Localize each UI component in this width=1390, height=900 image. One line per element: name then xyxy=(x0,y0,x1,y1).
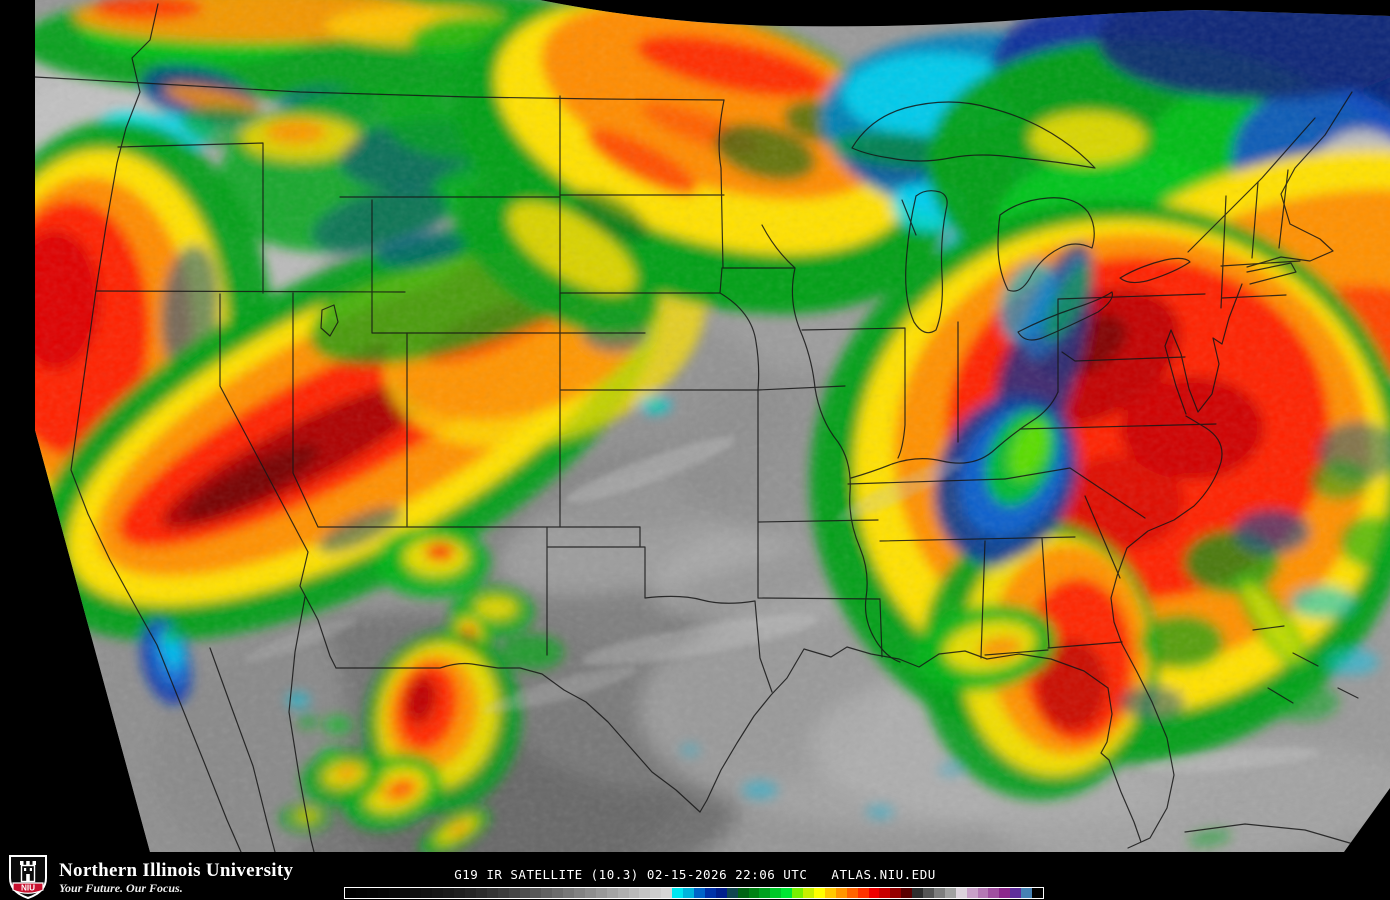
colorbar-segment xyxy=(901,888,913,898)
colorbar-segment xyxy=(486,888,498,898)
colorbar-segment xyxy=(748,888,760,898)
colorbar-segment xyxy=(988,888,1000,898)
colorbar-segment xyxy=(737,888,749,898)
colorbar-segment xyxy=(704,888,716,898)
satellite-map-image xyxy=(35,0,1390,852)
colorbar-segment xyxy=(574,888,585,898)
colorbar-segment xyxy=(683,888,694,898)
niu-shield-icon: NIU xyxy=(9,855,47,900)
colorbar-segment xyxy=(694,888,705,898)
institution-tagline: Your Future. Our Focus. xyxy=(59,880,183,895)
colorbar-segment xyxy=(912,888,924,898)
colorbar-segment xyxy=(770,888,782,898)
colorbar-segment xyxy=(715,888,727,898)
colorbar-segment xyxy=(966,888,978,898)
colorbar-segment xyxy=(803,888,814,898)
colorbar-segment xyxy=(661,888,673,898)
product-caption: G19 IR SATELLITE (10.3) 02-15-2026 22:06… xyxy=(454,867,936,882)
colorbar-segment xyxy=(388,888,400,898)
colorbar-segment xyxy=(399,888,411,898)
colorbar-segment xyxy=(443,888,455,898)
colorbar-segment xyxy=(345,888,356,898)
sensor-grain-overlay xyxy=(35,0,1390,852)
colorbar-segment xyxy=(977,888,989,898)
colorbar-segment xyxy=(454,888,465,898)
state-borders-layer xyxy=(35,3,1361,852)
colorbar-segment xyxy=(410,888,422,898)
colorbar-segment xyxy=(628,888,640,898)
colorbar-segment xyxy=(1032,888,1043,898)
colorbar-segment xyxy=(563,888,575,898)
colorbar-segment xyxy=(879,888,891,898)
colorbar-segment xyxy=(1021,888,1033,898)
colorbar-segment xyxy=(355,888,367,898)
colorbar-segment xyxy=(672,888,684,898)
colorbar-segment xyxy=(1010,888,1022,898)
colorbar-segment xyxy=(923,888,934,898)
colorbar-segment xyxy=(868,888,880,898)
institution-name: Northern Illinois University xyxy=(59,859,294,881)
colorbar-segment xyxy=(792,888,804,898)
colorbar-segment xyxy=(824,888,836,898)
colorbar-segment xyxy=(955,888,967,898)
colorbar-segment xyxy=(944,888,956,898)
colorbar-segment xyxy=(432,888,444,898)
colorbar-segment xyxy=(617,888,629,898)
colorbar-segment xyxy=(464,888,476,898)
colorbar-segment xyxy=(639,888,651,898)
footer-bar: NIU Northern Illinois University Your Fu… xyxy=(0,852,1390,900)
colorbar-segment xyxy=(595,888,607,898)
colorbar-segment xyxy=(726,888,738,898)
colorbar-segment xyxy=(541,888,553,898)
colorbar-segment xyxy=(508,888,520,898)
colorbar-segment xyxy=(650,888,662,898)
colorbar-segment xyxy=(530,888,542,898)
colorbar-segment xyxy=(890,888,902,898)
colorbar-segment xyxy=(759,888,771,898)
colorbar-segment xyxy=(519,888,531,898)
colorbar-segment xyxy=(999,888,1011,898)
temperature-colorbar xyxy=(344,887,1044,899)
colorbar-segment xyxy=(813,888,825,898)
niu-logo: NIU Northern Illinois University Your Fu… xyxy=(8,854,293,900)
colorbar-segment xyxy=(857,888,869,898)
colorbar-segment xyxy=(475,888,487,898)
colorbar-segment xyxy=(933,888,945,898)
colorbar-segment xyxy=(497,888,509,898)
colorbar-segment xyxy=(781,888,793,898)
niu-acronym: NIU xyxy=(21,884,35,893)
colorbar-segment xyxy=(606,888,618,898)
colorbar-segment xyxy=(552,888,564,898)
colorbar-segment xyxy=(584,888,596,898)
colorbar-segment xyxy=(377,888,389,898)
colorbar-segment xyxy=(835,888,847,898)
colorbar-segment xyxy=(846,888,858,898)
colorbar-segment xyxy=(366,888,378,898)
colorbar-segment xyxy=(421,888,433,898)
